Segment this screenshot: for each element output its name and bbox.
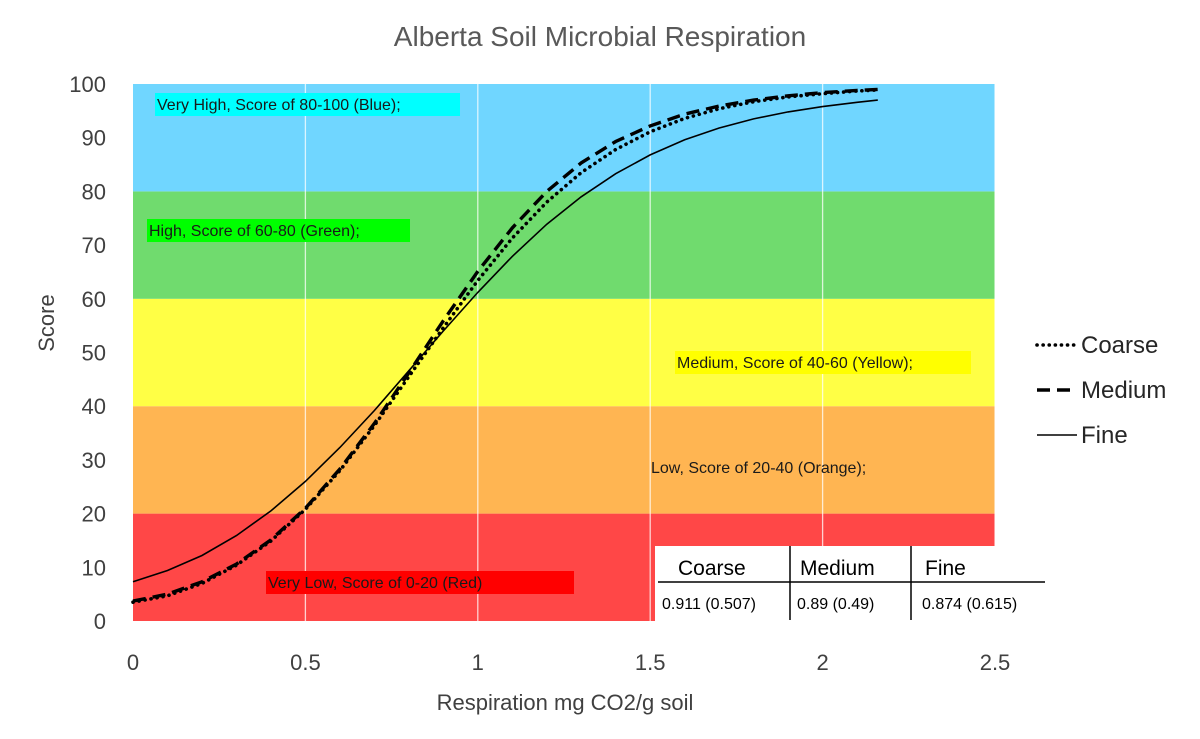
r2-table: Coarse Medium Fine 0.911 (0.507) 0.89 (0.49)… [655,546,1045,622]
band-label-3: High, Score of 60-80 (Green); [149,223,360,240]
x-axis-title: Respiration mg CO2/g soil [437,690,694,715]
x-tick-label-5: 2.5 [980,650,1011,675]
band-label-bg-0 [266,571,574,594]
y-tick-label-0: 0 [94,609,106,634]
band-1 [133,406,995,514]
y-tick-label-5: 50 [82,341,106,366]
band-label-bg-3 [147,219,410,242]
series-line-coarse [131,88,880,604]
score-bands [133,84,995,621]
y-tick-label-2: 20 [82,502,106,527]
band-label-1: Low, Score of 20-40 (Orange); [651,460,866,477]
x-tick-label-0: 0 [127,650,139,675]
x-tick-label-2: 1 [472,650,484,675]
y-tick-label-10: 100 [69,72,106,97]
chart-title: Alberta Soil Microbial Respiration [394,21,806,52]
table-cell-2: 0.874 (0.615) [922,596,1017,613]
legend-label-fine: Fine [1081,422,1128,449]
band-label-0: Very Low, Score of 0-20 (Red) [268,575,482,592]
table-background [655,546,1025,622]
table-cell-0: 0.911 (0.507) [662,596,756,613]
y-tick-label-4: 40 [82,394,106,419]
y-tick-label-6: 60 [82,287,106,312]
x-tick-label-3: 1.5 [635,650,666,675]
band-label-2: Medium, Score of 40-60 (Yellow); [677,355,913,372]
series-line-medium [132,87,878,603]
legend: Coarse Medium Fine [1035,332,1166,449]
band-3 [133,191,995,299]
series-line-fine [132,99,878,583]
table-cell-1: 0.89 (0.49) [797,596,874,613]
band-label-bg-4 [155,93,460,116]
y-tick-label-7: 70 [82,233,106,258]
x-tick-label-4: 2 [816,650,828,675]
legend-label-medium: Medium [1081,377,1166,404]
band-label-4: Very High, Score of 80-100 (Blue); [157,97,401,114]
y-axis-title: Score [34,294,59,351]
x-tick-label-1: 0.5 [290,650,321,675]
band-labels: Very Low, Score of 0-20 (Red) Low, Score … [147,93,971,594]
y-tick-label-8: 80 [82,179,106,204]
table-header-coarse: Coarse [678,557,746,580]
y-tick-label-9: 90 [82,126,106,151]
axis-ticks: 0 10 20 30 40 50 60 70 80 90 100 0 0.5 1 1.5 2 2.5 [69,72,1010,675]
table-header-fine: Fine [925,557,966,580]
legend-label-coarse: Coarse [1081,332,1158,359]
y-tick-label-1: 10 [82,555,106,580]
table-header-medium: Medium [800,557,875,580]
band-label-bg-2 [675,351,971,374]
y-tick-label-3: 30 [82,448,106,473]
series-lines [131,87,880,604]
